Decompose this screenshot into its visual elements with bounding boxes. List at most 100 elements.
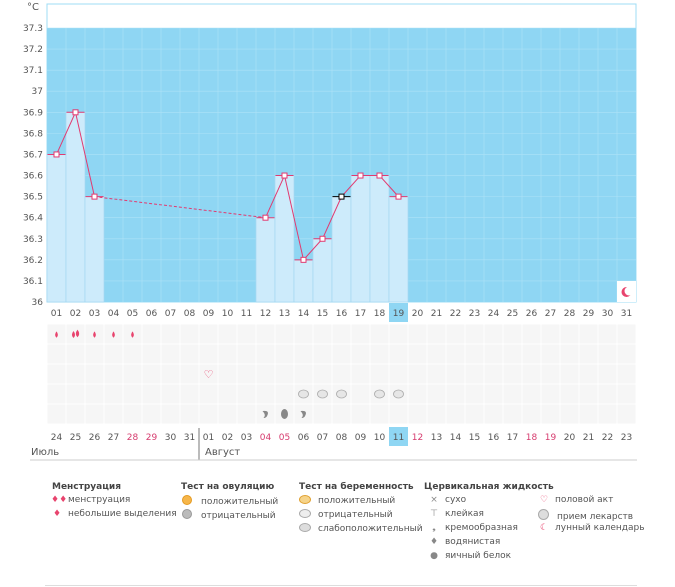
month-label-second: Август (205, 447, 241, 458)
event-cell (541, 364, 560, 384)
calendar-day-label: 08 (336, 433, 348, 443)
legend-medication: прием лекарств (538, 509, 633, 522)
temperature-point (53, 151, 60, 158)
event-cell (180, 384, 199, 404)
event-cell (408, 364, 427, 384)
event-cell (85, 404, 104, 424)
y-tick-label: 36 (32, 298, 44, 308)
sticky-icon: ⊤ (430, 509, 438, 519)
y-tick-label: 36.5 (23, 193, 43, 203)
legend-menstruation-title: Менструация (52, 482, 121, 492)
event-cell (256, 384, 275, 404)
event-cell (503, 404, 522, 424)
event-cell (47, 344, 66, 364)
x-tick-label: 07 (165, 309, 176, 319)
event-cell (503, 384, 522, 404)
event-cell (427, 324, 446, 344)
x-tick-label: 09 (203, 309, 215, 319)
x-tick-label: 05 (127, 309, 138, 319)
event-cell (503, 364, 522, 384)
calendar-day-label: 12 (412, 433, 423, 443)
event-cell (617, 404, 636, 424)
event-cell (142, 404, 161, 424)
pregnancy-negative-icon (336, 389, 347, 399)
event-cell (142, 364, 161, 384)
temperature-bar (293, 259, 314, 303)
event-cell (427, 344, 446, 364)
event-cell (427, 364, 446, 384)
legend-ovulation-title: Тест на овуляцию (181, 482, 275, 492)
event-cell (237, 324, 256, 344)
event-cell (522, 384, 541, 404)
x-tick-label: 27 (545, 309, 556, 319)
event-cell (370, 364, 389, 384)
event-cell (370, 404, 389, 424)
event-cell (541, 344, 560, 364)
moon-icon-cutout (624, 286, 634, 296)
legend-ovulation-positive: положительный (182, 495, 278, 507)
calendar-day-label: 13 (431, 433, 442, 443)
event-cell (484, 364, 503, 384)
event-cell (465, 324, 484, 344)
event-cell (617, 344, 636, 364)
legend-pregnancy-title: Тест на беременность (299, 482, 414, 492)
event-cell (522, 324, 541, 344)
x-tick-label: 10 (222, 309, 234, 319)
event-cell (351, 364, 370, 384)
watery-drop-icon (281, 409, 288, 419)
y-tick-label: 36.7 (23, 150, 43, 160)
calendar-day-label: 23 (621, 433, 632, 443)
event-cell (256, 324, 275, 344)
legend-ovulation-negative: отрицательный (182, 509, 276, 521)
event-cell (104, 384, 123, 404)
event-cell (142, 384, 161, 404)
event-cell (522, 364, 541, 384)
event-cell (465, 364, 484, 384)
event-cell (104, 404, 123, 424)
event-cell (85, 364, 104, 384)
event-cell (408, 384, 427, 404)
legend-pregnancy-negative: отрицательный (299, 509, 393, 520)
event-cell (579, 364, 598, 384)
event-cell (161, 344, 180, 364)
event-cell (332, 324, 351, 344)
temperature-line (322, 196, 342, 239)
calendar-day-label: 14 (450, 433, 462, 443)
x-tick-label: 29 (583, 309, 595, 319)
calendar-day-label: 24 (51, 433, 63, 443)
x-tick-label: 31 (621, 309, 632, 319)
event-cell (66, 364, 85, 384)
temperature-line (284, 175, 304, 260)
temperature-point (357, 172, 364, 179)
event-cell (294, 364, 313, 384)
calendar-day-label: 07 (317, 433, 328, 443)
bbt-chart: 36 36.1 36.2 36.3 36.4 36.5 36.6 36.7 36.8 36.9 37… (23, 2, 637, 461)
event-cell (47, 364, 66, 384)
x-tick-label: 03 (89, 309, 100, 319)
creamy-icon (300, 410, 306, 418)
pregnancy-weak-icon (299, 523, 311, 532)
temperature-point (300, 256, 307, 263)
event-cell (218, 364, 237, 384)
calendar-day-label: 17 (507, 433, 518, 443)
temperature-point (319, 235, 326, 242)
event-cell (199, 344, 218, 364)
event-cell (218, 384, 237, 404)
pregnancy-negative-icon (374, 389, 385, 399)
event-cell (313, 344, 332, 364)
menstruation-drop-icon (72, 331, 75, 338)
y-tick-label: 36.1 (23, 277, 43, 287)
calendar-day-label: 16 (488, 433, 500, 443)
x-tick-label: 06 (146, 309, 158, 319)
legend-menstruation-small: ♦ небольшие выделения (52, 509, 177, 519)
event-cell (294, 344, 313, 364)
temperature-point (338, 193, 345, 200)
x-tick-label: 30 (602, 309, 614, 319)
event-cell (313, 404, 332, 424)
event-cell (237, 344, 256, 364)
ovulation-positive-icon (182, 495, 192, 505)
y-tick-label: 36.6 (23, 172, 43, 182)
temperature-bar (369, 175, 390, 303)
event-cell (560, 344, 579, 364)
event-cell (408, 324, 427, 344)
